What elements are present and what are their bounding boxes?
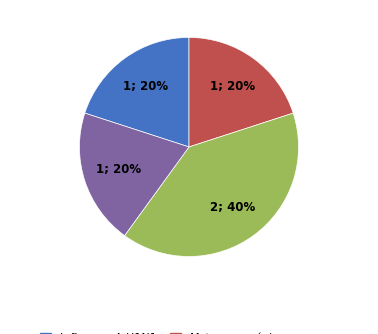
Wedge shape [125,113,299,257]
Wedge shape [79,113,189,235]
Text: 2; 40%: 2; 40% [210,201,256,214]
Legend: Influenza A H1N1, Parainfluenza, Metapneumóvirus, Vírus Sincicial Respiratório: Influenza A H1N1, Parainfluenza, Metapne… [36,328,342,334]
Text: 1; 20%: 1; 20% [122,80,168,93]
Wedge shape [85,37,189,147]
Text: 1; 20%: 1; 20% [210,80,256,93]
Wedge shape [189,37,293,147]
Text: 1; 20%: 1; 20% [96,163,141,176]
